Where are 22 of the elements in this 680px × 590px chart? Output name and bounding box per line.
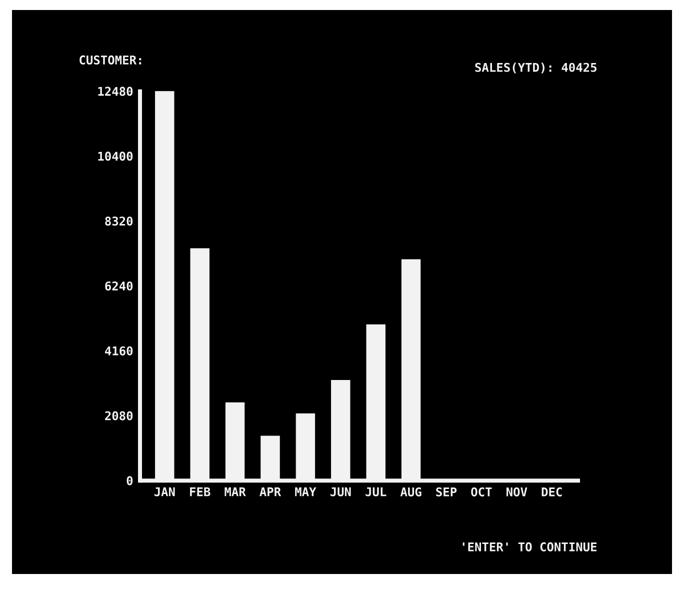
text: SALES(YTD): 40425 [475, 62, 596, 74]
x-tick-label: JUN [330, 487, 351, 496]
x-tick-label: FEB [190, 487, 210, 496]
y-tick-label: 2080 [105, 411, 133, 420]
x-tick-label: APR [260, 487, 282, 496]
x-tick-label: SEP [436, 487, 457, 496]
x-tick-label: NOV [506, 487, 528, 496]
x-tick-label: MAR [224, 487, 246, 496]
x-tick-label: JAN [154, 487, 175, 496]
text: 'ENTER' TO CONTINUE [462, 542, 597, 552]
x-tick-label: MAY [295, 487, 316, 496]
y-tick-label: 12480 [98, 86, 133, 96]
y-tick-label: 4160 [105, 346, 133, 356]
x-tick-label: AUG [400, 487, 422, 496]
y-tick-label: 10400 [98, 152, 133, 161]
x-tick-label: JUL [366, 487, 386, 496]
x-tick-label: DEC [542, 487, 562, 496]
y-tick-label: 0 [126, 476, 133, 486]
x-tick-label: OCT [471, 487, 492, 496]
y-tick-label: 6240 [105, 281, 133, 291]
chart-title: CUSTOMER: [80, 55, 142, 65]
y-tick-label: 8320 [105, 216, 133, 226]
